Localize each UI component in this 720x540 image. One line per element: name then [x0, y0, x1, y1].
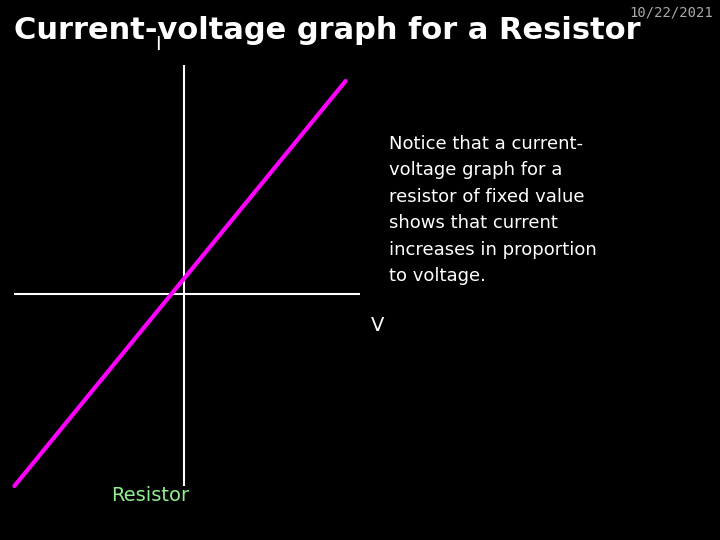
Text: V: V: [371, 316, 384, 335]
Text: Notice that a current-
voltage graph for a
resistor of fixed value
shows that cu: Notice that a current- voltage graph for…: [389, 135, 597, 285]
Text: 10/22/2021: 10/22/2021: [629, 5, 713, 19]
Text: I: I: [156, 35, 161, 54]
Text: Current-voltage graph for a Resistor: Current-voltage graph for a Resistor: [14, 16, 641, 45]
Text: Resistor: Resistor: [112, 486, 190, 505]
